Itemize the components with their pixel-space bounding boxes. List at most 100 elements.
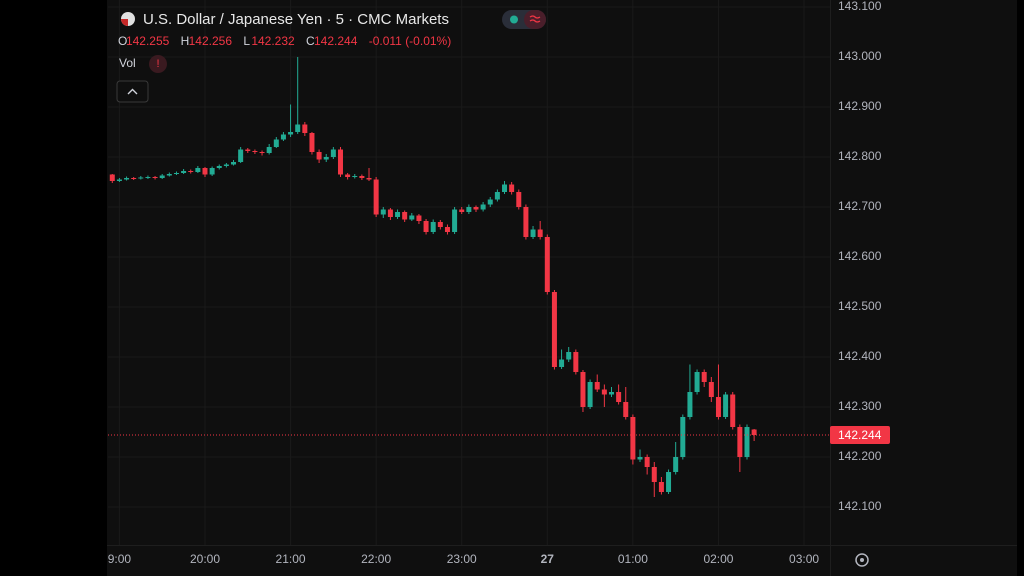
- candle-body: [145, 177, 151, 178]
- y-tick-label: 142.300: [838, 399, 882, 413]
- ohlc-value: 142.244: [314, 34, 358, 48]
- candle-body: [658, 482, 664, 492]
- y-tick-label: 142.200: [838, 449, 882, 463]
- candle-body: [109, 174, 115, 181]
- candle-body: [616, 392, 622, 402]
- panel: [107, 0, 1017, 576]
- candle-body: [537, 229, 543, 237]
- candle-body: [509, 184, 515, 192]
- candle-body: [152, 177, 158, 178]
- candle-body: [330, 149, 336, 157]
- candle-body: [259, 152, 265, 153]
- candle-body: [288, 132, 294, 135]
- ohlc-value: 142.232: [251, 34, 295, 48]
- candle-body: [359, 176, 365, 178]
- x-tick-label: 23:00: [447, 552, 477, 566]
- candle-body: [608, 392, 614, 395]
- warning-icon: !: [156, 58, 159, 70]
- symbol-icon: [121, 19, 128, 26]
- candle-body: [166, 174, 172, 176]
- ohlc-key: C: [306, 34, 315, 48]
- candle-body: [223, 164, 229, 166]
- candle-body: [551, 292, 557, 367]
- candle-body: [594, 382, 600, 390]
- status-icon: [529, 15, 541, 23]
- ohlc-key: O: [118, 34, 127, 48]
- candle-body: [188, 171, 194, 172]
- ohlc-value: 142.256: [189, 34, 233, 48]
- candle-body: [737, 427, 743, 457]
- candle-body: [309, 133, 315, 152]
- x-tick-label: 9:00: [108, 552, 132, 566]
- x-tick-label: 21:00: [276, 552, 306, 566]
- candle-body: [173, 173, 179, 174]
- candle-body: [623, 402, 629, 417]
- candle-body: [216, 166, 222, 168]
- x-tick-label: 27: [541, 552, 555, 566]
- candle-body: [352, 176, 358, 177]
- candle-body: [116, 179, 122, 181]
- candle-body: [587, 382, 593, 407]
- candle-body: [280, 134, 286, 140]
- candle-body: [487, 199, 493, 205]
- ohlc-value: 142.255: [126, 34, 170, 48]
- candle-body: [651, 467, 657, 482]
- x-tick-label: 20:00: [190, 552, 220, 566]
- candle-body: [680, 417, 686, 457]
- y-tick-label: 143.000: [838, 49, 882, 63]
- y-tick-label: 142.800: [838, 149, 882, 163]
- candle-body: [345, 174, 351, 177]
- collapse-icon: [127, 88, 138, 95]
- status-dot: [510, 15, 518, 24]
- candle-body: [266, 147, 272, 153]
- candle-body: [402, 212, 408, 220]
- candle-body: [131, 178, 137, 179]
- candle-body: [209, 168, 215, 175]
- candle-body: [395, 212, 401, 217]
- candle-body: [530, 229, 536, 237]
- y-tick-label: 142.700: [838, 199, 882, 213]
- axes: 142.100 142.200 142.300 142.400 142.500 142.6…: [108, 0, 890, 566]
- candle-body: [295, 124, 301, 132]
- candle-body: [580, 372, 586, 407]
- candle-body: [708, 382, 714, 397]
- candle-body: [644, 457, 650, 467]
- collapse-button[interactable]: [116, 80, 149, 103]
- y-tick-label: 143.100: [838, 0, 882, 13]
- y-tick-label: 142.500: [838, 299, 882, 313]
- x-tick-label: 22:00: [361, 552, 391, 566]
- candle-body: [444, 227, 450, 232]
- last-price-tag: [830, 426, 890, 444]
- candle-body: [466, 207, 472, 212]
- y-tick-label: 142.900: [838, 99, 882, 113]
- candle-body: [202, 168, 208, 175]
- candle-body: [416, 215, 422, 221]
- candle-body: [480, 204, 486, 210]
- candle-body: [252, 151, 258, 152]
- volume-label: Vol: [119, 56, 136, 70]
- y-tick-label: 142.100: [838, 499, 882, 513]
- candle-body: [323, 157, 329, 160]
- candle-body: [523, 207, 529, 237]
- candle-body: [637, 457, 643, 460]
- candle-body: [715, 397, 721, 417]
- warning-icon[interactable]: [149, 55, 167, 73]
- candle-body: [423, 221, 429, 232]
- status-pill[interactable]: [524, 10, 546, 29]
- candle-body: [601, 389, 607, 395]
- y-tick-label: 142.400: [838, 349, 882, 363]
- candle-body: [159, 175, 165, 178]
- settings-icon[interactable]: [855, 553, 869, 567]
- candle-body: [473, 207, 479, 210]
- candle-body: [502, 184, 508, 192]
- candle-body: [181, 171, 187, 173]
- settings-icon: [860, 558, 864, 562]
- x-tick-label: 02:00: [703, 552, 733, 566]
- x-tick-label: 01:00: [618, 552, 648, 566]
- y-tick-label: 142.600: [838, 249, 882, 263]
- candle-body: [694, 372, 700, 392]
- candle-body: [573, 352, 579, 372]
- last-price-label: 142.244: [838, 428, 882, 442]
- candle-body: [124, 178, 130, 180]
- candle-body: [744, 427, 750, 457]
